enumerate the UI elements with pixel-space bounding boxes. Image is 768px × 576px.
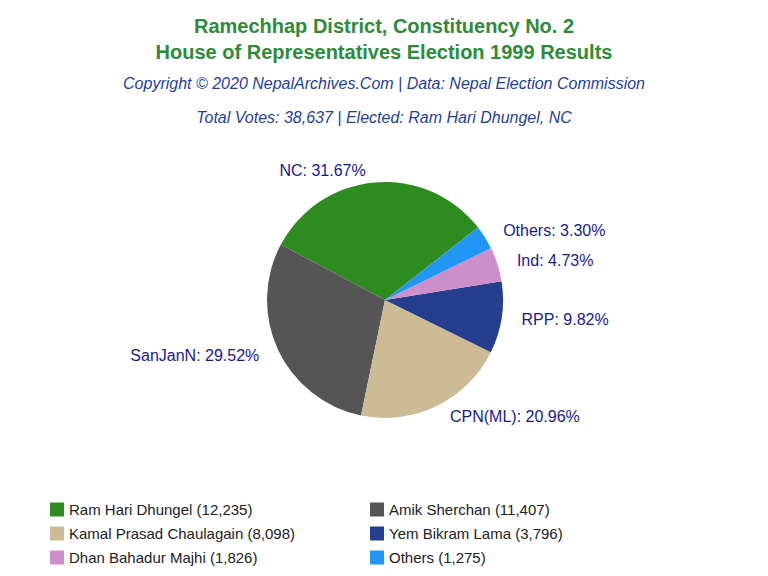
svg-text:Dhan Bahadur Majhi (1,826): Dhan Bahadur Majhi (1,826) bbox=[69, 549, 257, 566]
svg-text:Ram Hari Dhungel (12,235): Ram Hari Dhungel (12,235) bbox=[69, 501, 252, 518]
svg-text:Yem Bikram Lama (3,796): Yem Bikram Lama (3,796) bbox=[389, 525, 563, 542]
svg-text:Kamal Prasad Chaulagain (8,098: Kamal Prasad Chaulagain (8,098) bbox=[69, 525, 295, 542]
svg-text:House of Representatives Elect: House of Representatives Election 1999 R… bbox=[156, 41, 613, 63]
svg-text:Others (1,275): Others (1,275) bbox=[389, 549, 486, 566]
svg-text:Ramechhap District, Constituen: Ramechhap District, Constituency No. 2 bbox=[194, 15, 574, 37]
svg-text:CPN(ML): 20.96%: CPN(ML): 20.96% bbox=[450, 408, 580, 425]
svg-text:Others: 3.30%: Others: 3.30% bbox=[503, 222, 605, 239]
svg-text:SanJanN: 29.52%: SanJanN: 29.52% bbox=[130, 347, 259, 364]
svg-text:Amik Sherchan (11,407): Amik Sherchan (11,407) bbox=[389, 501, 550, 518]
svg-text:Total Votes: 38,637 | Elected:: Total Votes: 38,637 | Elected: Ram Hari … bbox=[196, 109, 572, 126]
svg-text:Ind: 4.73%: Ind: 4.73% bbox=[517, 252, 594, 269]
svg-text:RPP: 9.82%: RPP: 9.82% bbox=[522, 311, 609, 328]
svg-text:NC: 31.67%: NC: 31.67% bbox=[279, 162, 365, 179]
svg-text:Copyright © 2020 NepalArchives: Copyright © 2020 NepalArchives.Com | Dat… bbox=[123, 75, 645, 92]
